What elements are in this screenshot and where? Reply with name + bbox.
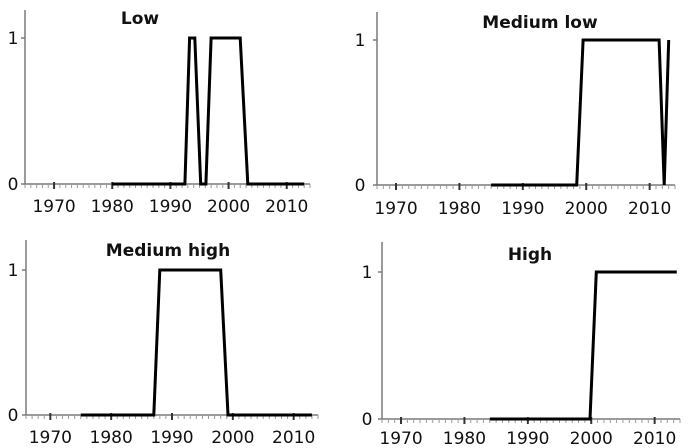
- chart-title: Low: [121, 9, 160, 29]
- x-tick-label: 2000: [211, 428, 254, 448]
- panel-medium-high: Medium high 1970 1980 1990 2000 2010 0 1: [0, 230, 340, 448]
- x-tick-label: 2010: [272, 428, 315, 448]
- chart-high: High 1970 1980 1990 2000 2010 0 1: [362, 242, 681, 448]
- chart-medium-high: Medium high 1970 1980 1990 2000 2010 0 1: [8, 240, 319, 448]
- x-tick-label: 1990: [150, 428, 193, 448]
- chart-low: Low 1970 1980 1990 2000 2010 0 1: [8, 9, 311, 217]
- x-tick-label: 1990: [506, 429, 549, 448]
- y-tick-label: 1: [362, 263, 373, 283]
- chart-title: Medium low: [482, 13, 598, 33]
- x-tick-label: 1990: [501, 199, 544, 219]
- series-line: [491, 38, 671, 187]
- y-tick-label: 0: [362, 410, 373, 430]
- series-line: [80, 268, 312, 417]
- x-tick-label: 1980: [90, 428, 133, 448]
- x-tick-label: 1990: [149, 197, 192, 217]
- y-tick-label: 1: [8, 29, 19, 49]
- y-tick-label: 1: [355, 31, 366, 51]
- y-tick-label: 0: [8, 175, 19, 195]
- x-tick-label: 1970: [29, 428, 72, 448]
- chart-title: Medium high: [106, 241, 230, 261]
- x-tick-label: 1970: [32, 197, 75, 217]
- x-tick-label: 2010: [633, 429, 676, 448]
- y-tick-label: 0: [8, 406, 19, 426]
- y-tick-label: 0: [355, 176, 366, 196]
- x-tick-label: 1970: [379, 429, 422, 448]
- chart-medium-low: Medium low 1970 1980 1990 2000 2010 0 1: [355, 12, 676, 219]
- x-tick-label: 1980: [443, 429, 486, 448]
- series-line: [489, 270, 677, 421]
- x-tick-label: 1970: [374, 199, 417, 219]
- x-tick-label: 1980: [438, 199, 481, 219]
- chart-title: High: [508, 245, 552, 265]
- x-tick-label: 1980: [91, 197, 134, 217]
- x-tick-label: 2010: [265, 197, 308, 217]
- panel-medium-low: Medium low 1970 1980 1990 2000 2010 0 1: [345, 0, 689, 224]
- x-tick-label: 2000: [207, 197, 250, 217]
- x-tick-label: 2000: [565, 199, 608, 219]
- series-line: [112, 36, 305, 186]
- panel-high: High 1970 1980 1990 2000 2010 0 1: [345, 230, 689, 448]
- y-tick-label: 1: [8, 261, 19, 281]
- panel-low: Low 1970 1980 1990 2000 2010 0 1: [0, 0, 340, 224]
- x-tick-label: 2000: [570, 429, 613, 448]
- x-tick-label: 2010: [628, 199, 671, 219]
